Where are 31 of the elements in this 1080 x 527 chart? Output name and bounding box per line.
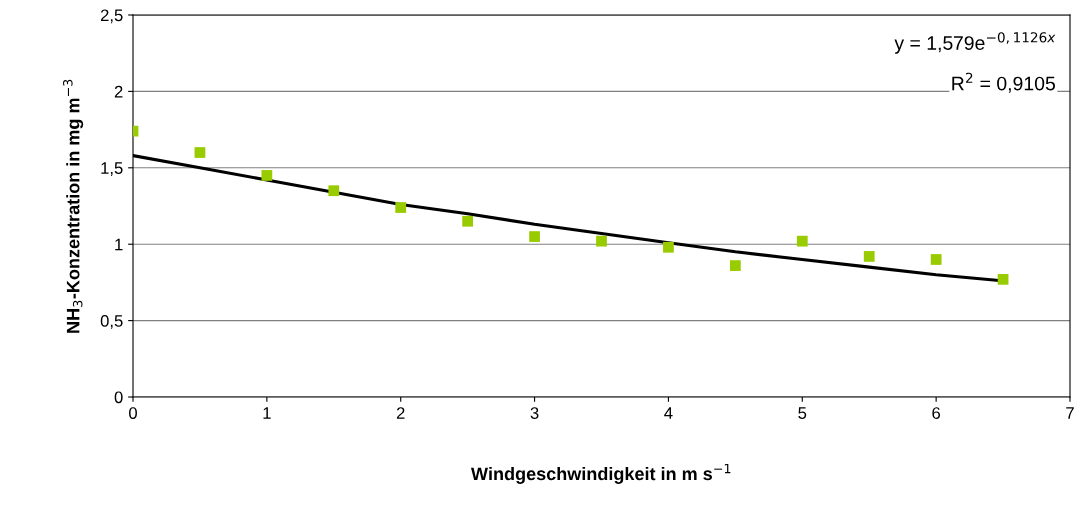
x-tick-label: 6 [932, 407, 941, 419]
x-tick-label: 0 [129, 407, 137, 419]
point [261, 170, 273, 181]
x-tick-label: 4 [664, 407, 673, 419]
x-tick-label: 3 [530, 407, 539, 419]
point [395, 202, 407, 213]
y-tick-label: 0,5 [100, 315, 123, 329]
point [663, 241, 674, 253]
annotation: R$^{2}$ = 0,9105 [952, 72, 1055, 93]
x-tick-label: 5 [798, 407, 807, 419]
point [328, 185, 340, 197]
x-tick-label: 2 [396, 407, 405, 419]
point [930, 254, 942, 265]
point [596, 235, 607, 247]
y-tick-label: 2 [114, 85, 123, 98]
x-axis-title: Windgeschwindigkeit in m s$^{−1}$ [470, 463, 731, 484]
x-tick-label: 7 [1066, 407, 1074, 419]
y-tick-label: 2,5 [100, 9, 123, 24]
point [863, 251, 875, 262]
point [529, 231, 540, 242]
x-tick-label: 1 [263, 407, 271, 419]
annotation: y = 1,579e$^{−0,1126x}$ [894, 32, 1056, 54]
point [796, 235, 808, 247]
point [729, 260, 741, 271]
point [194, 147, 206, 158]
point [997, 273, 1009, 285]
y-tick-label: 0 [114, 391, 123, 404]
y-tick-label: 1 [115, 238, 123, 251]
point [462, 215, 474, 227]
y-axis-title: NH$_{3}$-Konzentration in mg m$^{−3}$ [63, 79, 84, 333]
y-tick-label: 1,5 [101, 162, 123, 176]
